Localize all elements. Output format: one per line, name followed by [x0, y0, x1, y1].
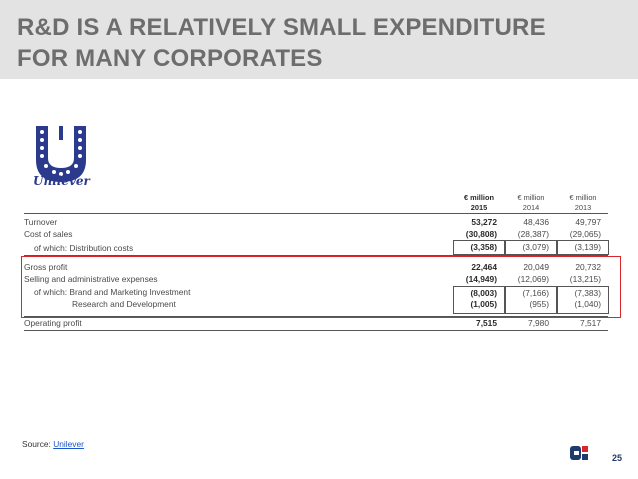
col-header-2014-unit: € million — [517, 193, 545, 202]
row-label-distribution-costs: of which: Distribution costs — [34, 243, 134, 253]
row-brand-marketing-2014: (7,166) — [522, 288, 549, 298]
unilever-wordmark: Unilever — [33, 174, 90, 188]
row-label-brand-marketing: of which: Brand and Marketing Investment — [34, 287, 191, 297]
row-cost-of-sales-2015: (30,808) — [465, 229, 497, 239]
distribution-box-2014 — [505, 240, 557, 255]
row-label-cost-of-sales: Cost of sales — [24, 229, 73, 239]
row-selling-admin-2014: (12,069) — [517, 274, 549, 284]
source-note: Source: Unilever — [22, 439, 84, 449]
page-number: 25 — [612, 453, 623, 463]
gross-profit-rule — [24, 255, 608, 256]
row-operating-profit-2013: 7,517 — [580, 318, 601, 328]
table-bottom-rule — [24, 330, 608, 331]
title-band — [0, 0, 638, 79]
row-distribution-2013: (3,139) — [574, 242, 601, 252]
row-gross-profit-2015: 22,464 — [471, 262, 497, 272]
row-rnd-2014: (955) — [529, 299, 549, 309]
row-label-selling-admin: Selling and administrative expenses — [24, 274, 158, 284]
row-operating-profit-2014: 7,980 — [528, 318, 549, 328]
marketing-rnd-box-2014 — [505, 286, 557, 314]
marketing-rnd-box-2013 — [557, 286, 609, 314]
distribution-box-2015 — [453, 240, 505, 255]
row-distribution-2015: (3,358) — [470, 242, 497, 252]
highlight-box — [21, 256, 621, 318]
row-operating-profit-2015: 7,515 — [476, 318, 497, 328]
row-gross-profit-2013: 20,732 — [575, 262, 601, 272]
col-header-2015-year: 2015 — [470, 203, 488, 212]
row-label-research-development: Research and Development — [72, 299, 176, 309]
brand-logo-icon — [570, 446, 588, 460]
row-cost-of-sales-2013: (29,065) — [569, 229, 601, 239]
col-header-2013-year: 2013 — [574, 203, 592, 212]
row-label-operating-profit: Operating profit — [24, 318, 82, 328]
marketing-rnd-box-2015 — [453, 286, 505, 314]
col-header-2014-year: 2014 — [522, 203, 540, 212]
row-selling-admin-2015: (14,949) — [465, 274, 497, 284]
operating-profit-rule — [24, 316, 608, 317]
table-top-rule — [24, 213, 608, 214]
source-label: Source: — [22, 439, 51, 449]
row-brand-marketing-2013: (7,383) — [574, 288, 601, 298]
row-rnd-2013: (1,040) — [574, 299, 601, 309]
slide-title-line-1: R&D IS A RELATIVELY SMALL EXPENDITURE — [17, 14, 546, 41]
row-turnover-2015: 53,272 — [471, 217, 497, 227]
row-brand-marketing-2015: (8,003) — [470, 288, 497, 298]
row-rnd-2015: (1,005) — [470, 299, 497, 309]
unilever-logo-icon — [36, 126, 86, 182]
row-label-turnover: Turnover — [24, 217, 58, 227]
row-selling-admin-2013: (13,215) — [569, 274, 601, 284]
slide-title-line-2: FOR MANY CORPORATES — [17, 45, 323, 72]
col-header-2013-unit: € million — [569, 193, 597, 202]
row-turnover-2014: 48,436 — [523, 217, 549, 227]
row-distribution-2014: (3,079) — [522, 242, 549, 252]
col-header-2015-unit: € million — [464, 193, 494, 202]
row-turnover-2013: 49,797 — [575, 217, 601, 227]
source-link[interactable]: Unilever — [53, 439, 84, 449]
row-label-gross-profit: Gross profit — [24, 262, 68, 272]
row-cost-of-sales-2014: (28,387) — [517, 229, 549, 239]
distribution-box-2013 — [557, 240, 609, 255]
row-gross-profit-2014: 20,049 — [523, 262, 549, 272]
